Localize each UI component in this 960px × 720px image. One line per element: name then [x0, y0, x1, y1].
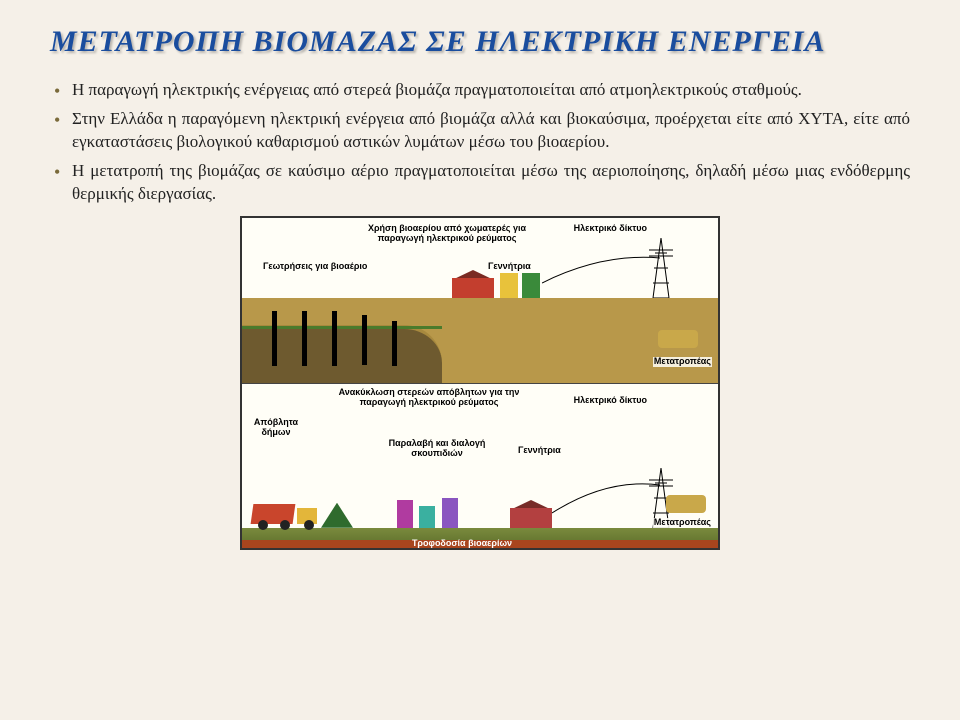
- sort-building-icon: [419, 506, 435, 528]
- bullet-item: Στην Ελλάδα η παραγόμενη ηλεκτρική ενέργ…: [50, 108, 910, 154]
- panel-recycling: Ανακύκλωση στερεών απόβλητων για την παρ…: [242, 383, 718, 548]
- bullet-item: Η μετατροπή της βιομάζας σε καύσιμο αέρι…: [50, 160, 910, 206]
- sort-label: Παραλαβή και διαλογή σκουπιδιών: [382, 439, 492, 459]
- truck-icon: [252, 496, 317, 528]
- grid-label: Ηλεκτρικό δίκτυο: [573, 396, 648, 406]
- waste-label: Απόβλητα δήμων: [246, 418, 306, 438]
- converter-icon: [658, 330, 698, 348]
- panel-landfill: Χρήση βιοαερίου από χωματερές για παραγω…: [242, 218, 718, 383]
- bullet-item: Η παραγωγή ηλεκτρικής ενέργειας από στερ…: [50, 79, 910, 102]
- feed-label: Τροφοδοσία βιοαερίων: [392, 539, 532, 549]
- grid-label: Ηλεκτρικό δίκτυο: [573, 224, 648, 234]
- converter-label: Μετατροπέας: [653, 357, 712, 367]
- wells-label: Γεωτρήσεις για βιοαέριο: [262, 262, 368, 272]
- generator-label: Γεννήτρια: [517, 446, 562, 456]
- panel1-title: Χρήση βιοαερίου από χωματερές για παραγω…: [347, 224, 547, 244]
- pylon-icon: [649, 238, 673, 298]
- waste-pile-icon: [317, 503, 357, 528]
- power-line: [542, 248, 662, 288]
- converter-icon: [666, 495, 706, 513]
- bullet-list: Η παραγωγή ηλεκτρικής ενέργειας από στερ…: [50, 79, 910, 206]
- aux-building-icon: [500, 273, 518, 298]
- power-line: [552, 473, 662, 518]
- biomass-diagram: Χρήση βιοαερίου από χωματερές για παραγω…: [240, 216, 720, 550]
- generator-icon: [452, 270, 494, 298]
- aux-building-icon: [522, 273, 540, 298]
- panel2-title: Ανακύκλωση στερεών απόβλητων για την παρ…: [314, 388, 544, 408]
- slide-title: ΜΕΤΑΤΡΟΠΗ ΒΙΟΜΑΖΑΣ ΣΕ ΗΛΕΚΤΡΙΚΗ ΕΝΕΡΓΕΙΑ: [50, 25, 910, 59]
- sort-building-icon: [442, 498, 458, 528]
- converter-label: Μετατροπέας: [653, 518, 712, 528]
- sort-building-icon: [397, 500, 413, 528]
- generator-icon: [510, 500, 552, 528]
